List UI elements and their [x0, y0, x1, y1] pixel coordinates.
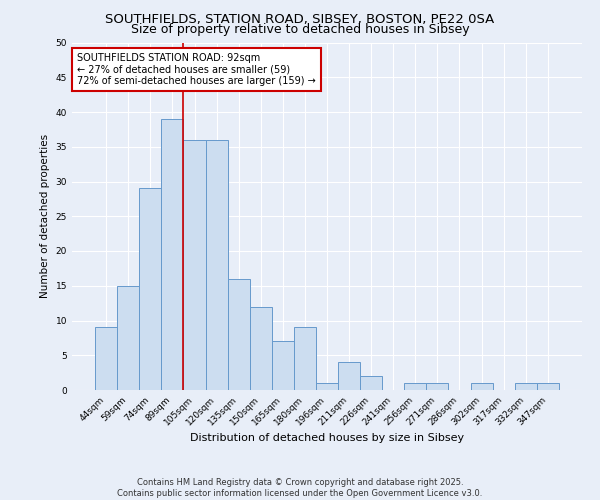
Y-axis label: Number of detached properties: Number of detached properties: [40, 134, 50, 298]
Bar: [515, 383, 537, 390]
Bar: [338, 362, 360, 390]
Bar: [272, 342, 294, 390]
Bar: [470, 383, 493, 390]
Bar: [404, 383, 427, 390]
Bar: [139, 188, 161, 390]
Bar: [227, 279, 250, 390]
Text: Size of property relative to detached houses in Sibsey: Size of property relative to detached ho…: [131, 22, 469, 36]
Bar: [250, 306, 272, 390]
Bar: [360, 376, 382, 390]
Bar: [184, 140, 206, 390]
Bar: [95, 328, 117, 390]
Text: SOUTHFIELDS, STATION ROAD, SIBSEY, BOSTON, PE22 0SA: SOUTHFIELDS, STATION ROAD, SIBSEY, BOSTO…: [106, 12, 494, 26]
Bar: [316, 383, 338, 390]
Bar: [537, 383, 559, 390]
Bar: [206, 140, 227, 390]
Bar: [117, 286, 139, 390]
X-axis label: Distribution of detached houses by size in Sibsey: Distribution of detached houses by size …: [190, 432, 464, 442]
Bar: [427, 383, 448, 390]
Bar: [294, 328, 316, 390]
Text: SOUTHFIELDS STATION ROAD: 92sqm
← 27% of detached houses are smaller (59)
72% of: SOUTHFIELDS STATION ROAD: 92sqm ← 27% of…: [77, 53, 316, 86]
Bar: [161, 119, 184, 390]
Text: Contains HM Land Registry data © Crown copyright and database right 2025.
Contai: Contains HM Land Registry data © Crown c…: [118, 478, 482, 498]
